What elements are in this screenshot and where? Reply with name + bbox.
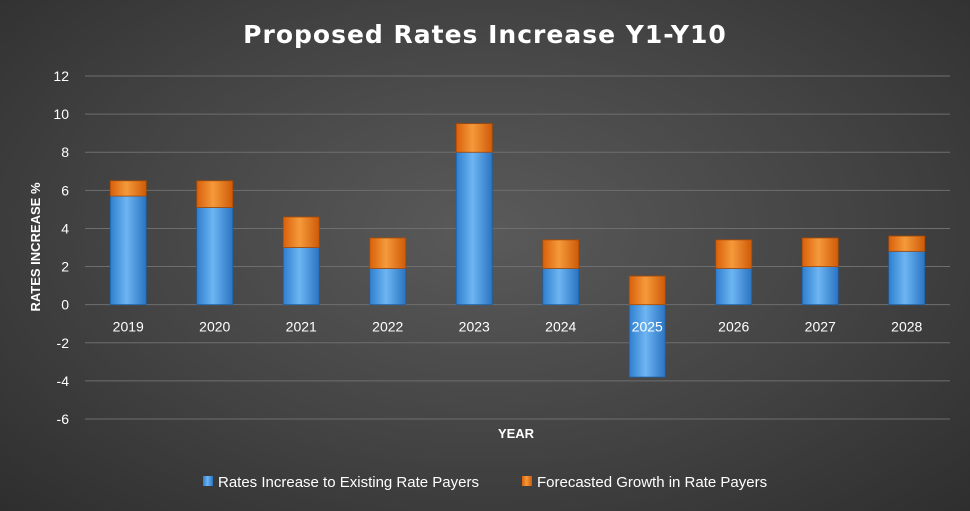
x-tick-label: 2021	[286, 319, 317, 335]
y-tick-label: -6	[57, 411, 70, 427]
bar-forecasted-growth-2024	[542, 239, 580, 269]
x-axis-ticks: 2019 2020 2021 2022 2023 2024 2025 2026 2027 2028	[113, 319, 923, 335]
bars	[109, 123, 926, 378]
bar-rates-increase-2022	[369, 268, 407, 306]
x-tick-label: 2027	[805, 319, 836, 335]
bar-rates-increase-2021	[282, 247, 320, 306]
bar-forecasted-growth-2019	[109, 180, 147, 197]
bar-rates-increase-2024	[542, 268, 580, 306]
y-tick-label: -2	[57, 335, 70, 351]
legend-swatch	[522, 476, 532, 486]
bar-forecasted-growth-2026	[715, 239, 753, 269]
legend-label: Rates Increase to Existing Rate Payers	[218, 474, 479, 491]
bar-forecasted-growth-2023	[455, 123, 493, 153]
y-tick-label: 4	[61, 220, 69, 236]
bar-forecasted-growth-2021	[282, 216, 320, 248]
bar-rates-increase-2025	[628, 304, 666, 378]
x-tick-label: 2026	[718, 319, 749, 335]
y-tick-label: 12	[53, 68, 69, 84]
x-tick-label: 2023	[459, 319, 490, 335]
bar-rates-increase-2026	[715, 268, 753, 306]
legend: Rates Increase to Existing Rate Payers Fo…	[203, 474, 767, 491]
x-tick-label: 2020	[199, 319, 230, 335]
x-tick-label: 2022	[372, 319, 403, 335]
bar-rates-increase-2019	[109, 195, 147, 306]
y-tick-label: 8	[61, 144, 69, 160]
legend-label: Forecasted Growth in Rate Payers	[537, 474, 767, 491]
legend-swatch	[203, 476, 213, 486]
x-tick-label: 2024	[545, 319, 576, 335]
y-tick-label: 0	[61, 297, 69, 313]
x-tick-label: 2028	[891, 319, 922, 335]
bar-rates-increase-2023	[455, 151, 493, 306]
bar-forecasted-growth-2027	[801, 237, 839, 267]
bar-forecasted-growth-2022	[369, 237, 407, 269]
x-tick-label: 2025	[632, 319, 663, 335]
y-axis-title: RATES INCREASE %	[28, 182, 43, 311]
x-axis-title: YEAR	[498, 426, 535, 441]
bar-forecasted-growth-2028	[888, 235, 926, 252]
y-tick-label: 10	[53, 106, 69, 122]
y-axis-ticks: 12 10 8 6 4 2 0 -2 -4 -6	[53, 68, 69, 427]
bar-rates-increase-2028	[888, 250, 926, 306]
chart-title: Proposed Rates Increase Y1-Y10	[243, 20, 727, 49]
x-tick-label: 2019	[113, 319, 144, 335]
bar-rates-increase-2027	[801, 266, 839, 306]
bar-forecasted-growth-2025	[628, 275, 666, 306]
bar-forecasted-growth-2020	[196, 180, 234, 208]
bar-rates-increase-2020	[196, 207, 234, 306]
y-tick-label: 6	[61, 182, 69, 198]
y-tick-label: 2	[61, 259, 69, 275]
y-tick-label: -4	[57, 373, 70, 389]
